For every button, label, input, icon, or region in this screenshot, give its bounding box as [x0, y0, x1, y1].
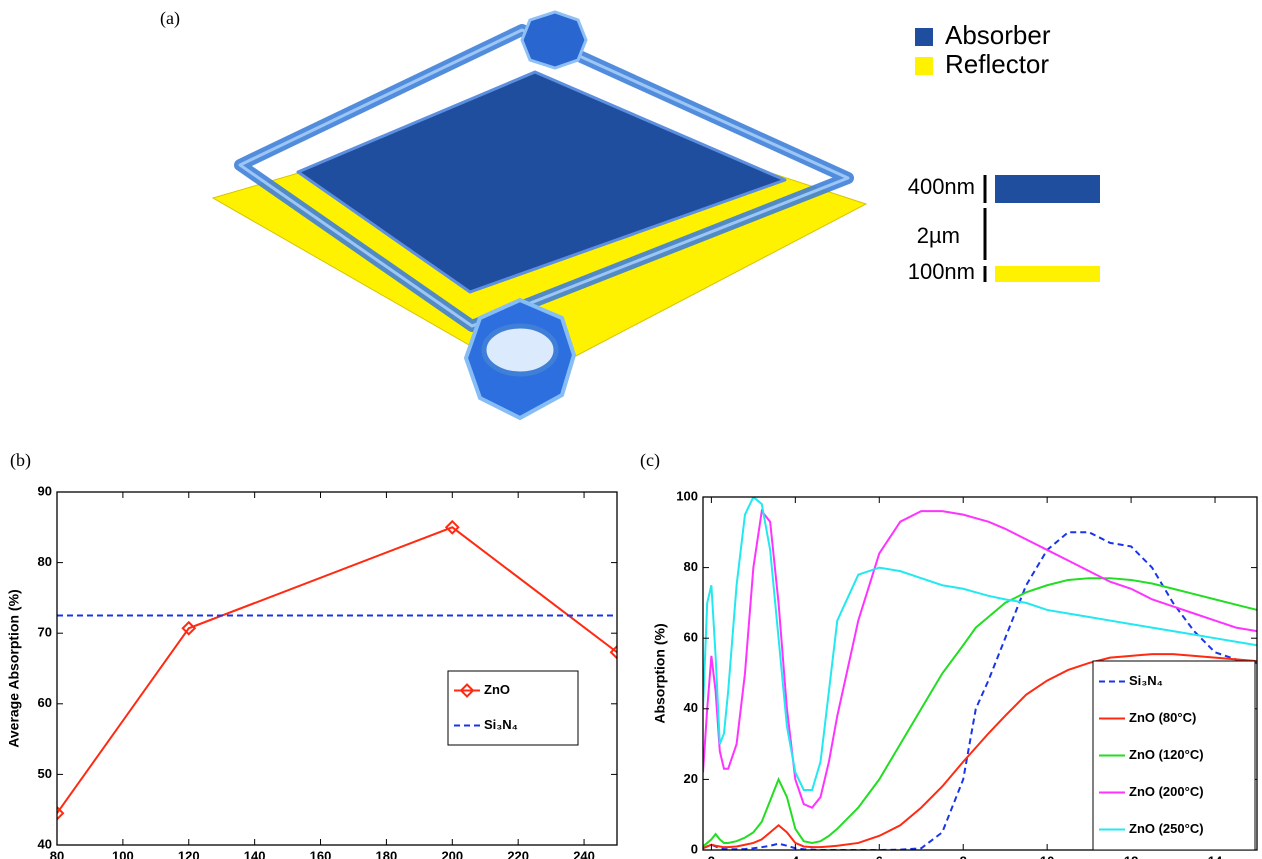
- x-tick-label: 220: [507, 848, 529, 859]
- x-tick-label: 140: [244, 848, 266, 859]
- y-tick-label: 0: [691, 841, 698, 856]
- x-tick-label: 10: [1040, 853, 1054, 859]
- x-tick-label: 120: [178, 848, 200, 859]
- x-tick-label: 4: [792, 853, 800, 859]
- legend-swatch: [915, 57, 933, 75]
- y-tick-label: 40: [38, 836, 52, 851]
- legend-swatch: [915, 28, 933, 46]
- legend-label: ZnO (80°C): [1129, 710, 1196, 725]
- y-tick-label: 50: [38, 766, 52, 781]
- x-tick-label: 180: [376, 848, 398, 859]
- y-tick-label: 70: [38, 625, 52, 640]
- page: Figure html, body { margin: 0; padding: …: [0, 0, 1262, 859]
- plot-area: [51, 521, 623, 819]
- device-drawing: [213, 12, 866, 418]
- legend: ZnO Si₃N₄: [448, 671, 578, 745]
- x-tick-label: 14: [1208, 853, 1223, 859]
- y-tick-label: 80: [38, 554, 52, 569]
- post-opening: [484, 326, 556, 374]
- y-tick-label: 100: [676, 488, 698, 503]
- legend-label: ZnO: [484, 682, 510, 697]
- panel-label: (c): [640, 450, 660, 471]
- legend-label: Si₃N₄: [484, 717, 518, 732]
- reflector-layer: [995, 266, 1100, 282]
- legend: Si₃N₄ ZnO (80°C) ZnO (120°C) ZnO (200°C) ZnO…: [1093, 661, 1255, 850]
- x-tick-label: 8: [960, 853, 967, 859]
- legend-label: ZnO (120°C): [1129, 747, 1204, 762]
- legend-label: Absorber: [945, 20, 1051, 50]
- x-tick-label: 100: [112, 848, 134, 859]
- body: { "diagram": { "label": "(a)", "legend":…: [0, 0, 1262, 859]
- y-axis-label: Absorption (%): [652, 623, 668, 723]
- y-tick-label: 60: [38, 695, 52, 710]
- x-tick-label: 12: [1124, 853, 1138, 859]
- panel-label: (b): [10, 450, 31, 471]
- y-tick-label: 40: [684, 700, 698, 715]
- legend-label: Si₃N₄: [1129, 673, 1163, 688]
- absorber-layer: [995, 175, 1100, 203]
- x-tick-label: 200: [441, 848, 463, 859]
- layer-label: 2µm: [917, 223, 960, 248]
- legend-box: [448, 671, 578, 745]
- layer-label: 100nm: [908, 259, 975, 284]
- x-tick-label: 2: [708, 853, 715, 859]
- legend-label: ZnO (200°C): [1129, 784, 1204, 799]
- layer-label: 400nm: [908, 174, 975, 199]
- legend-label: ZnO (250°C): [1129, 821, 1204, 836]
- y-tick-label: 80: [684, 559, 698, 574]
- panel-label: (a): [160, 8, 180, 29]
- figure: (a) AbsorberReflector 400nm 2µm 100nm (b…: [0, 0, 1262, 859]
- x-tick-label: 240: [573, 848, 595, 859]
- y-axis-label: Average Absorption (%): [6, 589, 22, 747]
- anchor-post: [522, 12, 586, 68]
- axes-box: [57, 492, 617, 845]
- legend-label: Reflector: [945, 49, 1049, 79]
- y-tick-label: 20: [684, 771, 698, 786]
- series-line: [57, 527, 617, 813]
- layer-scale: 400nm 2µm 100nm: [908, 174, 1100, 284]
- chart: (c)2468101214020406080100Wavelength (µm)…: [640, 450, 1257, 859]
- x-tick-label: 6: [876, 853, 883, 859]
- x-tick-label: 160: [310, 848, 332, 859]
- y-tick-label: 60: [684, 630, 698, 645]
- y-tick-label: 90: [38, 483, 52, 498]
